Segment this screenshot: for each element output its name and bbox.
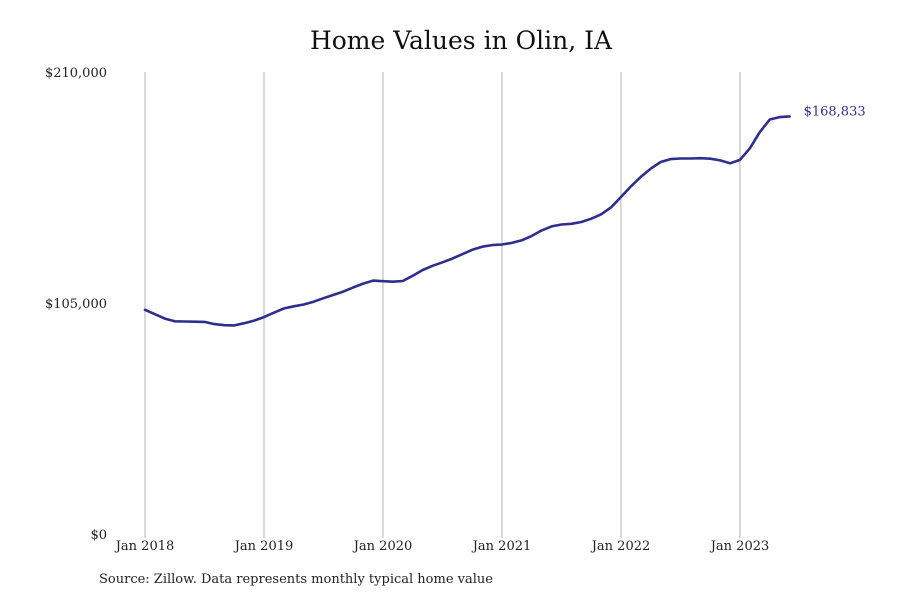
chart-title: Home Values in Olin, IA	[309, 26, 613, 55]
x-tick-label: Jan 2019	[233, 539, 294, 554]
gridlines	[144, 72, 741, 538]
y-tick-label: $0	[90, 528, 107, 543]
y-tick-label: $210,000	[45, 66, 107, 81]
x-axis-ticks: Jan 2018 Jan 2019 Jan 2020 Jan 2021 Jan 2022…	[114, 539, 770, 554]
y-axis-ticks: $0 $105,000 $210,000	[45, 66, 107, 543]
series-layer	[143, 115, 791, 327]
source-note: Source: Zillow. Data represents monthly …	[99, 572, 493, 587]
x-tick-label: Jan 2020	[352, 539, 413, 554]
end-value-label: $168,833	[804, 104, 866, 119]
series-line	[143, 115, 791, 327]
x-tick-label: Jan 2022	[590, 539, 651, 554]
x-tick-label: Jan 2018	[114, 539, 175, 554]
x-tick-label: Jan 2021	[471, 539, 532, 554]
x-tick-label: Jan 2023	[709, 539, 770, 554]
y-tick-label: $105,000	[45, 297, 107, 312]
annotations: $168,833	[804, 104, 866, 119]
